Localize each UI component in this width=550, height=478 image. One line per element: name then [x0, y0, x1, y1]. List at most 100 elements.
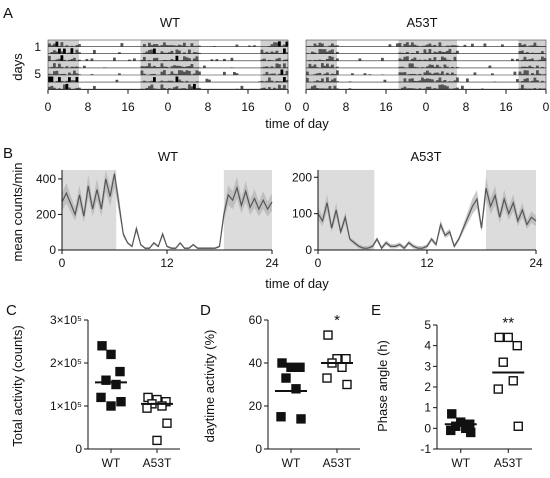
activity-bar: [153, 44, 156, 47]
activity-bar: [265, 71, 269, 75]
activity-bar: [173, 73, 176, 75]
activity-profile-panel: WT A53T 0 200 400 0 12 24 0 100 200 0 12 24 mean c…: [10, 149, 543, 291]
activity-bar: [263, 58, 266, 61]
activity-bar: [53, 71, 56, 75]
activity-bar: [518, 88, 522, 90]
activity-bar: [438, 73, 442, 75]
activity-bar: [413, 73, 417, 75]
activity-bar: [188, 84, 191, 90]
activity-bar: [160, 80, 164, 83]
activity-bar: [73, 70, 76, 75]
activity-bar: [273, 73, 276, 75]
activity-bar: [461, 85, 464, 90]
activity-bar: [358, 58, 362, 61]
activity-bar: [316, 60, 319, 61]
activity-bar: [313, 52, 317, 54]
activity-bar: [50, 45, 54, 47]
activity-bar: [451, 53, 454, 54]
activity-bar: [173, 65, 176, 68]
activity-bar: [68, 72, 71, 75]
y-tick-label: 400: [36, 172, 56, 186]
activity-bar: [441, 71, 444, 75]
activity-bar: [133, 58, 136, 61]
activity-bar: [190, 64, 194, 68]
data-point-wt: [466, 427, 476, 438]
activity-bar: [313, 85, 317, 90]
activity-bar: [58, 88, 61, 90]
data-point-wt: [101, 375, 111, 385]
activity-bar: [491, 73, 494, 75]
actogram-panel: WT A53T 1 5 days 0 8 16 0 8 16 0 0 8 16 …: [10, 15, 550, 131]
activity-bar: [428, 43, 432, 47]
activity-bar: [58, 45, 61, 47]
activity-bar: [533, 42, 537, 47]
activity-bar: [441, 81, 444, 83]
profile-title-wt: WT: [158, 149, 178, 164]
profile-title-a53t: A53T: [410, 149, 441, 164]
activity-bar: [65, 45, 69, 47]
activity-bar: [538, 88, 542, 90]
activity-bar: [383, 79, 387, 83]
activity-bar: [155, 53, 159, 54]
activity-bar: [448, 59, 452, 61]
activity-bar: [158, 67, 161, 68]
activity-bar: [421, 67, 424, 68]
activity-bar: [260, 80, 264, 83]
activity-bar: [431, 59, 434, 61]
activity-bar: [163, 70, 166, 75]
data-point-wt: [296, 414, 306, 424]
activity-bar: [55, 59, 59, 61]
activity-bar: [190, 86, 194, 90]
activity-bar: [308, 45, 312, 47]
activity-bar: [306, 71, 309, 75]
acto-a53t-xtick-1: 8: [343, 100, 350, 114]
activity-bar: [163, 88, 166, 90]
activity-bar: [70, 45, 74, 47]
activity-bar: [175, 45, 179, 47]
activity-bar: [168, 80, 171, 83]
activity-bar: [313, 64, 317, 68]
activity-bar: [428, 72, 432, 75]
activity-bar: [418, 59, 422, 61]
activity-bar: [466, 78, 469, 83]
activity-bar: [438, 77, 442, 83]
activity-bar: [90, 58, 94, 61]
acto-a53t-xtick-6: 0: [543, 100, 550, 114]
data-point-a53t: [342, 379, 352, 390]
panel-letter-c: C: [6, 302, 17, 319]
activity-bar: [173, 45, 176, 47]
activity-bar: [411, 78, 414, 83]
activity-bar: [60, 51, 64, 54]
activity-bar: [318, 80, 322, 83]
activity-bar: [531, 66, 534, 68]
activity-bar: [193, 52, 196, 54]
activity-bar: [180, 81, 184, 83]
activity-bar: [406, 88, 409, 90]
activity-bar: [150, 66, 154, 68]
activity-bar: [148, 49, 151, 54]
activity-bar: [331, 73, 334, 75]
activity-bar: [190, 43, 194, 47]
activity-bar: [453, 88, 457, 90]
activity-bar: [260, 88, 264, 90]
panel-letter-e: E: [371, 302, 381, 319]
activity-bar: [333, 60, 337, 61]
activity-bar: [448, 81, 452, 83]
activity-bar: [263, 52, 266, 54]
activity-bar: [428, 86, 432, 90]
activity-bar: [331, 43, 334, 47]
activity-bar: [318, 42, 322, 47]
activity-bar: [270, 80, 274, 83]
data-point-wt: [281, 373, 291, 383]
activity-bar: [185, 70, 189, 75]
activity-bar: [456, 87, 459, 90]
x-tick-label: 0: [315, 256, 322, 270]
activity-bar: [60, 66, 64, 68]
activity-bar: [401, 66, 404, 68]
activity-bar: [68, 87, 71, 90]
activity-bar: [278, 73, 281, 75]
activity-bar: [75, 45, 79, 47]
activity-bar: [398, 66, 402, 68]
activity-bar: [70, 59, 74, 61]
activity-bar: [198, 87, 201, 90]
